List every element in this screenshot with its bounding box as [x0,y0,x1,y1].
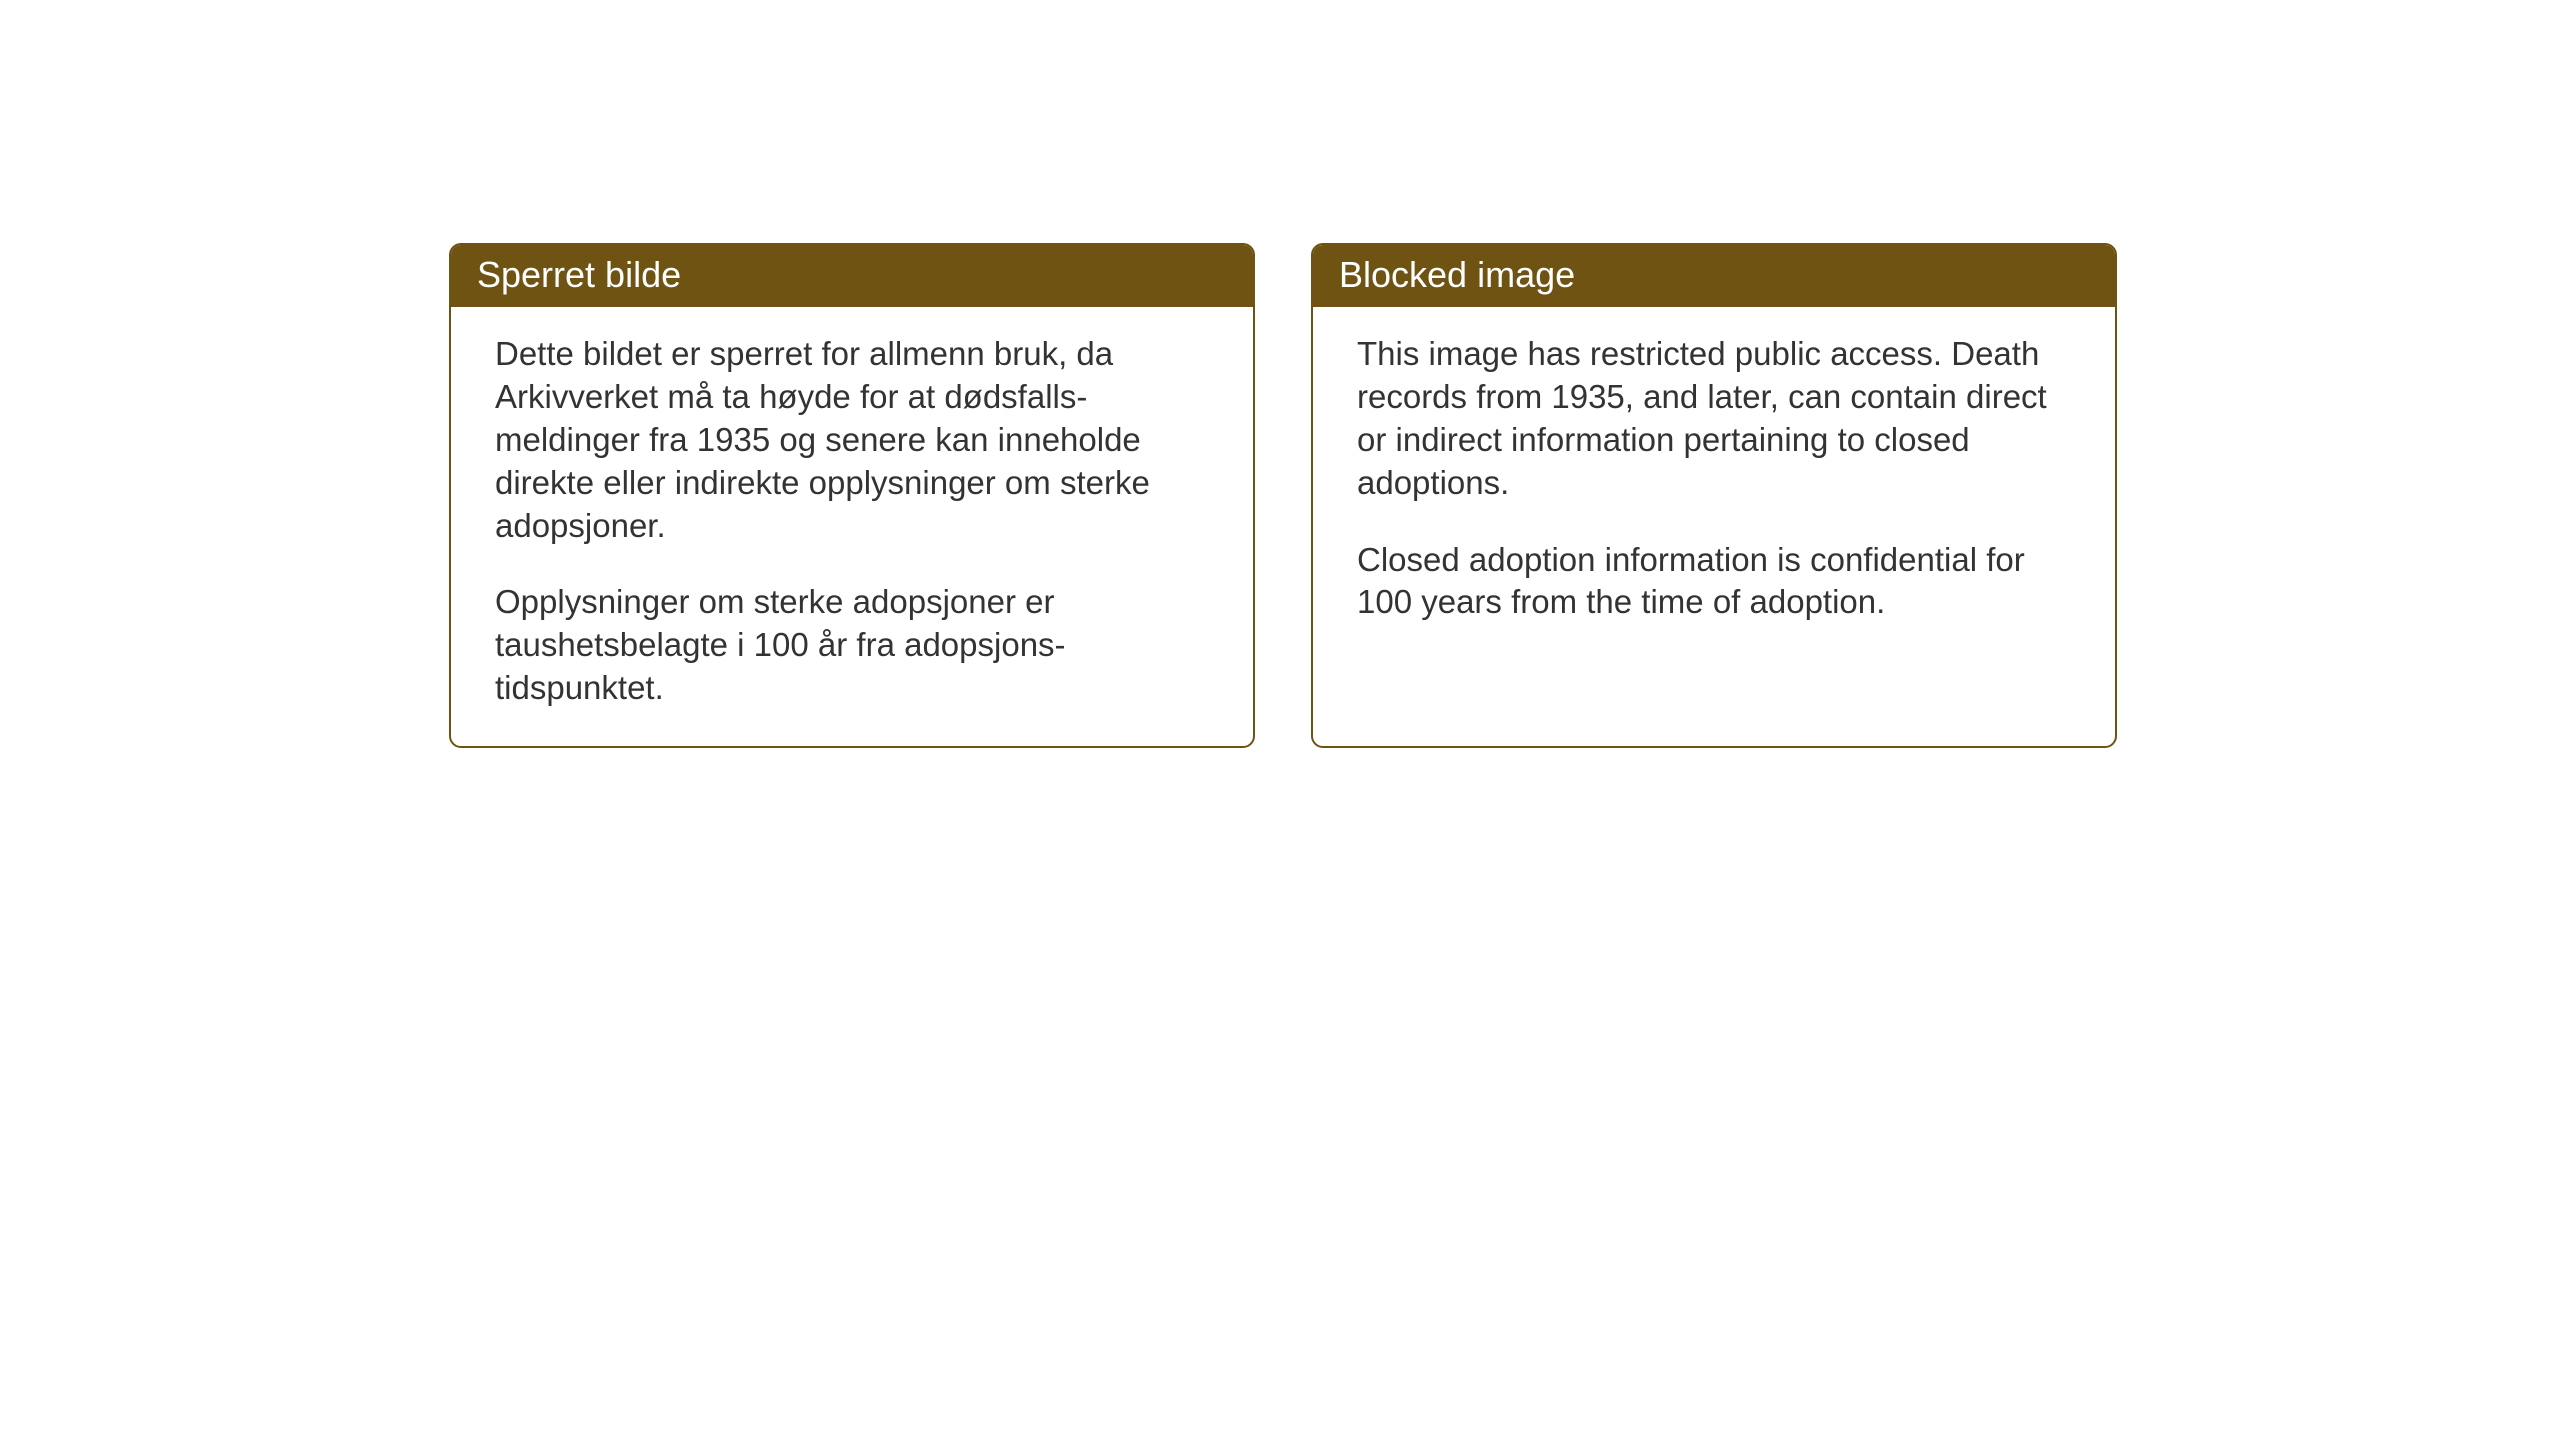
card-english-body: This image has restricted public access.… [1313,307,2115,710]
card-norwegian-header: Sperret bilde [451,245,1253,307]
card-norwegian-paragraph-1: Dette bildet er sperret for allmenn bruk… [495,333,1213,547]
card-norwegian-body: Dette bildet er sperret for allmenn bruk… [451,307,1253,746]
card-norwegian: Sperret bilde Dette bildet er sperret fo… [449,243,1255,748]
card-norwegian-paragraph-2: Opplysninger om sterke adopsjoner er tau… [495,581,1213,710]
card-english-paragraph-2: Closed adoption information is confident… [1357,539,2075,625]
card-english: Blocked image This image has restricted … [1311,243,2117,748]
card-english-header: Blocked image [1313,245,2115,307]
card-english-paragraph-1: This image has restricted public access.… [1357,333,2075,505]
cards-container: Sperret bilde Dette bildet er sperret fo… [449,243,2117,748]
